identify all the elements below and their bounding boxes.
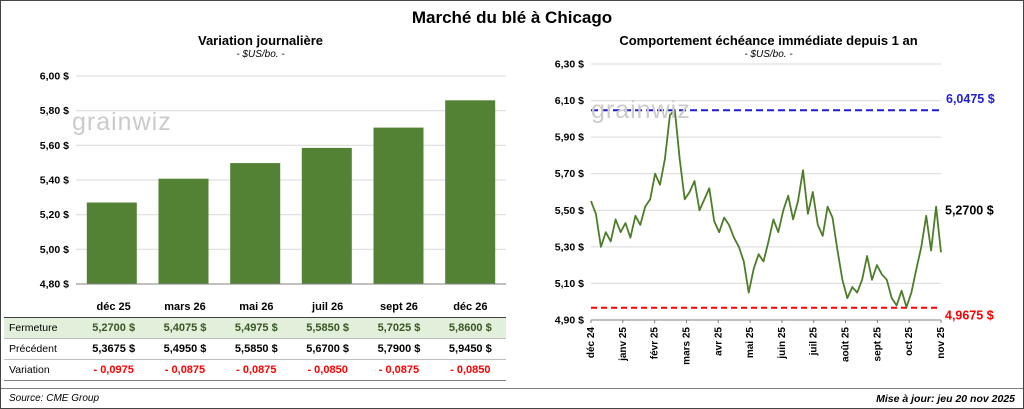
y-axis-label: 5,60 $ [40, 140, 69, 152]
y-axis-label: 5,30 $ [555, 241, 584, 253]
bar [301, 147, 352, 284]
bar [230, 163, 281, 284]
footer: Source: CME Group Mise à jour: jeu 20 no… [1, 388, 1023, 408]
x-axis-label: août 25 [841, 327, 852, 362]
table-row-precedent: Précédent 5,3675 $5,4950 $5,5850 $5,6700 … [4, 338, 506, 360]
category-label: mars 26 [149, 298, 221, 318]
daily-variation-panel: Variation journalière - $US/bo. - 6,00 $… [1, 30, 517, 381]
x-axis-label: juin 25 [777, 327, 788, 360]
y-axis-label: 4,90 $ [555, 315, 584, 327]
y-axis-label: 5,90 $ [555, 132, 584, 144]
y-axis-label: 4,80 $ [40, 279, 69, 291]
bar [445, 100, 496, 284]
year-high-label: 6,0475 $ [946, 92, 995, 106]
x-axis-label: juil 25 [809, 327, 820, 357]
cell-value: - 0,0875 [149, 359, 221, 381]
cell-value: 5,7025 $ [363, 317, 435, 339]
category-label: sept 26 [363, 298, 435, 318]
cell-value: 5,6700 $ [291, 338, 364, 360]
cell-value: 5,4075 $ [149, 317, 221, 339]
bar [373, 127, 424, 284]
bar [86, 202, 137, 284]
cell-value: - 0,0850 [434, 359, 506, 381]
x-axis-label: mars 25 [682, 327, 693, 365]
cell-value: 5,4950 $ [149, 338, 221, 360]
line-chart: 6,30 $ 6,10 $ 5,90 $ 5,70 $ 5,50 $ 5,30 $ 5,10… [555, 59, 995, 365]
y-axis-label: 5,20 $ [40, 209, 69, 221]
front-month-panel: Comportement échéance immédiate depuis 1… [517, 30, 1020, 381]
table-row-fermeture: Fermeture 5,2700 $5,4075 $5,4975 $5,5850 … [4, 317, 506, 339]
category-label: mai 26 [220, 298, 292, 318]
bar [158, 178, 209, 284]
line-chart-subtitle: - $US/bo. - [744, 49, 793, 60]
cell-value: 5,8600 $ [434, 317, 506, 339]
y-axis-label: 5,40 $ [40, 175, 69, 187]
y-axis-label: 6,30 $ [555, 60, 584, 71]
x-axis-label: déc 24 [586, 327, 597, 359]
bar-chart-subtitle: - $US/bo. - [236, 49, 285, 60]
bar-chart: 6,00 $ 5,80 $ 5,60 $ 5,40 $ 5,20 $ 5,00 $ 4,80… [40, 71, 506, 291]
category-label: déc 25 [78, 298, 150, 318]
price-line [590, 108, 942, 309]
cell-value: 5,4975 $ [220, 317, 292, 339]
cell-value: - 0,0875 [220, 359, 292, 381]
x-axis-label: avr 25 [713, 327, 724, 356]
updated-note: Mise à jour: jeu 20 nov 2025 [876, 392, 1015, 405]
bar-chart-area: 6,00 $ 5,80 $ 5,60 $ 5,40 $ 5,20 $ 5,00 $ 4,80… [4, 60, 517, 295]
y-axis-label: 6,10 $ [555, 95, 584, 107]
cell-value: 5,2700 $ [78, 317, 150, 339]
y-axis-label: 5,10 $ [555, 278, 584, 290]
x-axis-label: janv 25 [618, 327, 629, 362]
cell-value: 5,5850 $ [291, 317, 364, 339]
cell-value: 5,5850 $ [220, 338, 292, 360]
x-axis-label: févr 25 [650, 327, 661, 360]
last-price-label: 5,2700 $ [945, 203, 994, 217]
y-axis-label: 5,70 $ [555, 168, 584, 180]
y-axis-label: 6,00 $ [40, 71, 69, 83]
line-chart-title: Comportement échéance immédiate depuis 1… [619, 33, 918, 48]
table-header-row: déc 25 mars 26 mai 26 juil 26 sept 26 déc 26 [4, 298, 506, 318]
source-note: Source: CME Group [9, 393, 100, 404]
row-label: Précédent [4, 338, 78, 360]
y-axis-label: 5,50 $ [555, 205, 584, 217]
line-chart-area: 6,30 $ 6,10 $ 5,90 $ 5,70 $ 5,50 $ 5,30 $ 5,10… [517, 59, 1020, 375]
cell-value: - 0,0975 [78, 359, 150, 381]
x-axis-label: mai 25 [745, 327, 756, 359]
x-axis-label: sept 25 [872, 327, 883, 362]
table-corner [4, 298, 78, 318]
x-axis-label: nov 25 [936, 327, 947, 359]
y-axis-label: 5,00 $ [40, 244, 69, 256]
table-row-variation: Variation - 0,0975- 0,0875- 0,0875- 0,085… [4, 359, 506, 381]
y-axis-label: 5,80 $ [40, 105, 69, 117]
row-label: Variation [4, 359, 78, 381]
cell-value: 5,9450 $ [434, 338, 506, 360]
row-label: Fermeture [4, 317, 78, 339]
cell-value: - 0,0875 [363, 359, 435, 381]
cell-value: - 0,0850 [291, 359, 364, 381]
price-table: déc 25 mars 26 mai 26 juil 26 sept 26 déc 26 F… [4, 298, 506, 381]
category-label: déc 26 [434, 298, 506, 318]
year-low-label: 4,9675 $ [945, 309, 994, 323]
cell-value: 5,7900 $ [363, 338, 435, 360]
charts-row: Variation journalière - $US/bo. - 6,00 $… [1, 30, 1023, 381]
bar-chart-title: Variation journalière [198, 33, 323, 48]
cell-value: 5,3675 $ [78, 338, 150, 360]
category-label: juil 26 [291, 298, 364, 318]
page-title: Marché du blé à Chicago [411, 8, 613, 27]
x-axis-label: oct 25 [904, 327, 915, 356]
